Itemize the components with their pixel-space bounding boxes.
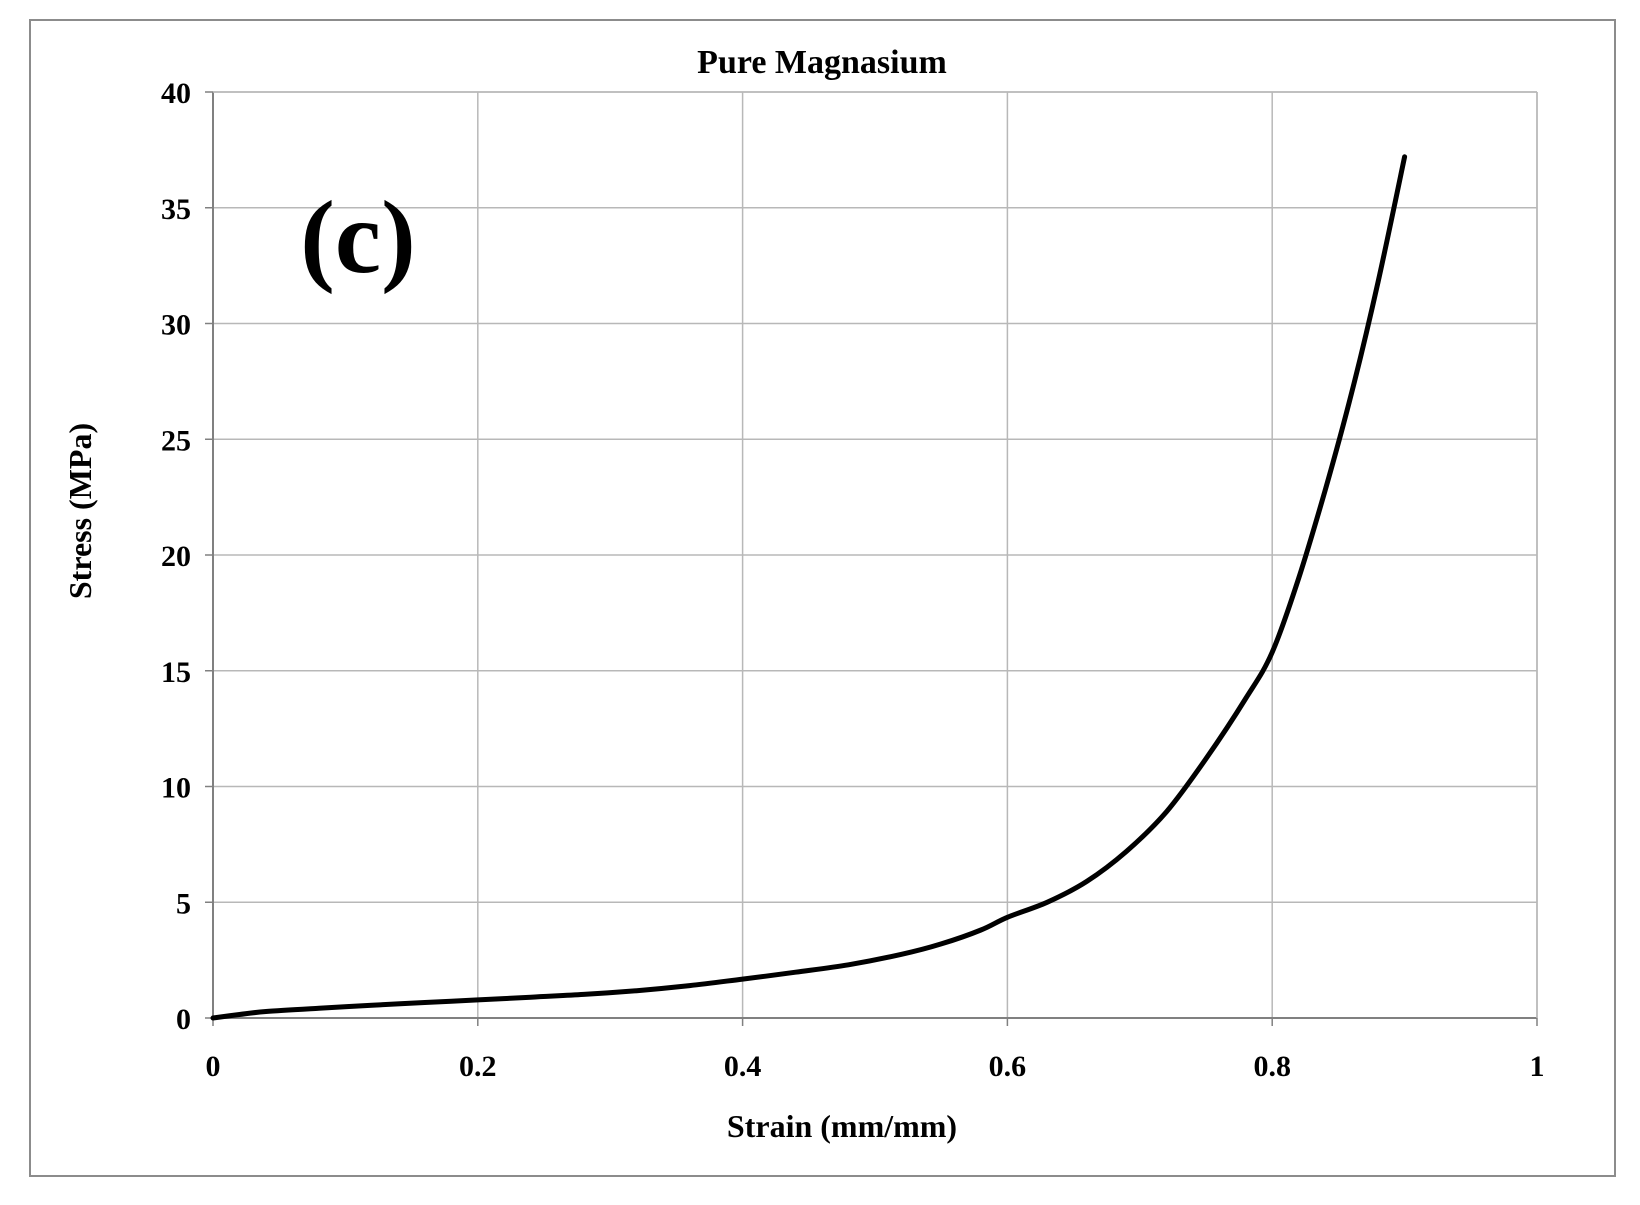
x-axis-label: Strain (mm/mm) (727, 1108, 957, 1144)
x-tick-label: 0.6 (989, 1050, 1027, 1083)
stress-strain-curve (210, 154, 1408, 1021)
y-tick-labels: 0 5 10 15 20 25 30 35 40 (161, 77, 191, 1036)
chart-frame (29, 19, 1616, 1177)
y-tick-label: 15 (161, 656, 191, 689)
x-tick-label: 0.8 (1253, 1050, 1291, 1083)
y-tick-label: 25 (161, 424, 191, 457)
y-axis-label: Stress (MPa) (62, 423, 98, 599)
x-tick-label: 0 (206, 1050, 221, 1083)
y-tick-label: 35 (161, 193, 191, 226)
x-tick-labels: 0 0.2 0.4 0.6 0.8 1 (206, 1050, 1545, 1083)
chart-title: Pure Magnasium (697, 44, 947, 81)
x-tick-label: 0.2 (459, 1050, 497, 1083)
plot-area (210, 154, 1408, 1021)
panel-label: (c) (300, 180, 415, 295)
axes (205, 91, 1538, 1026)
y-tick-label: 20 (161, 540, 191, 573)
x-tick-label: 0.4 (724, 1050, 762, 1083)
y-tick-label: 10 (161, 772, 191, 805)
y-tick-label: 0 (176, 1003, 191, 1036)
y-tick-label: 30 (161, 309, 191, 342)
x-tick-label: 1 (1530, 1050, 1545, 1083)
y-tick-label: 40 (161, 77, 191, 110)
y-tick-label: 5 (176, 887, 191, 920)
